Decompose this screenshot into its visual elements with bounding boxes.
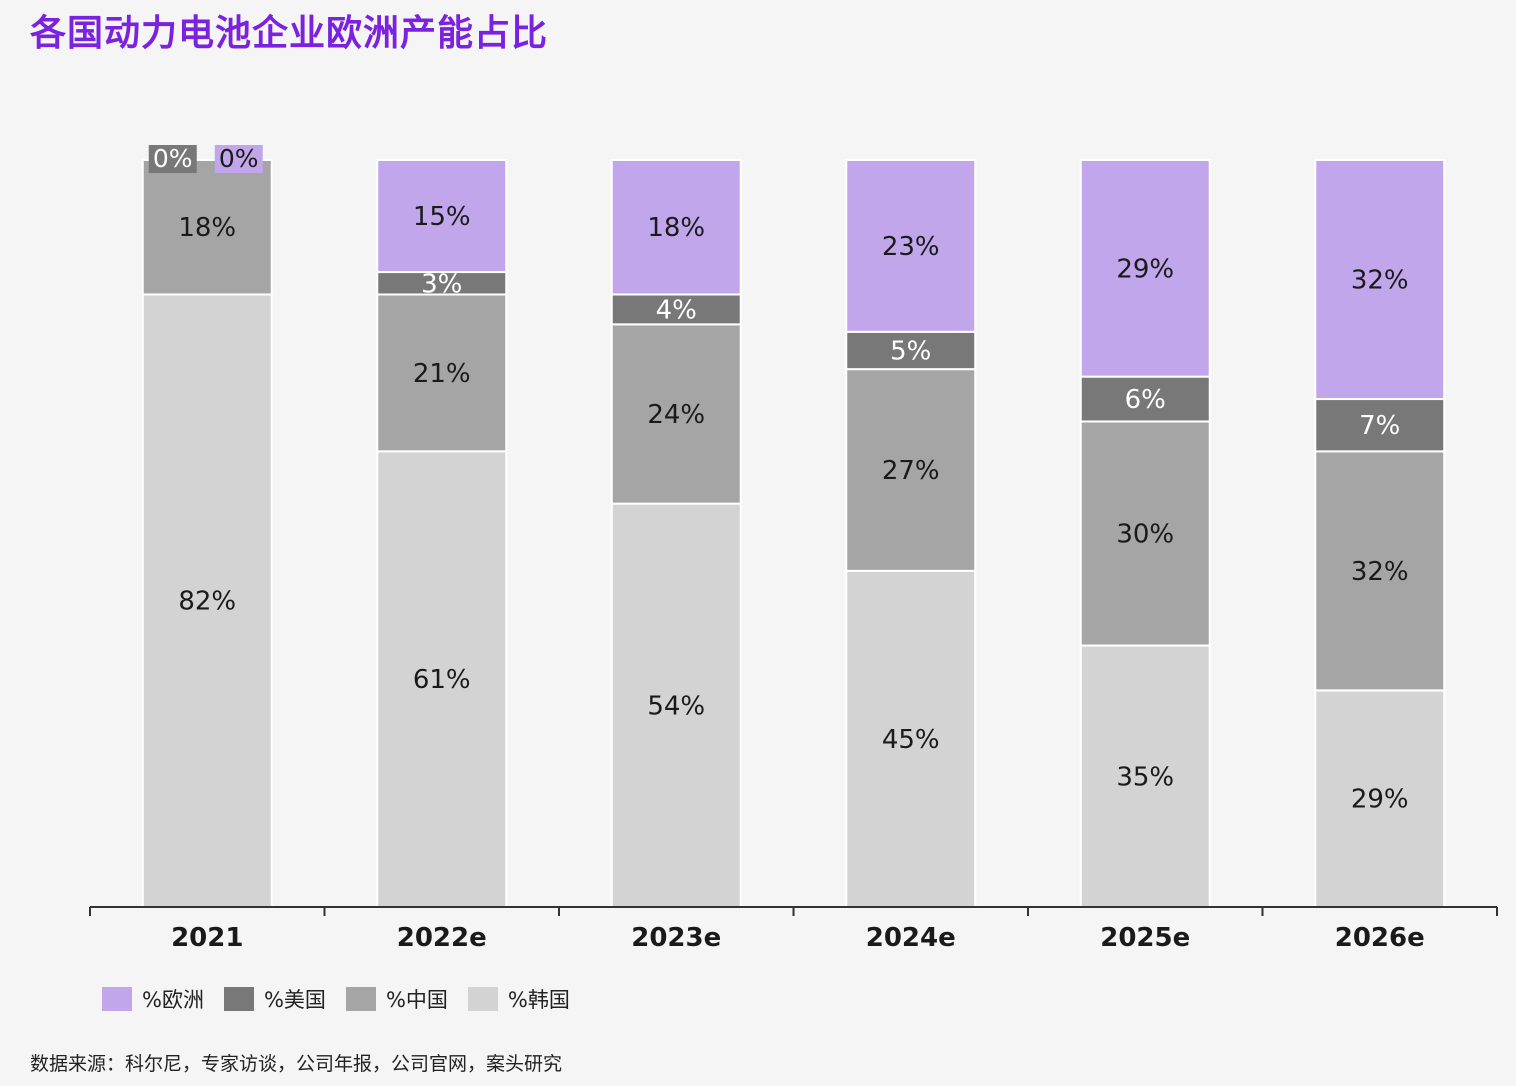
- legend-swatch-usa: [223, 987, 254, 1011]
- data-label-china-2025e: 30%: [1116, 520, 1174, 550]
- data-label-europe-2023e: 18%: [647, 213, 705, 243]
- legend-label-china: %中国: [385, 988, 448, 1012]
- data-label-korea-2026e: 29%: [1351, 785, 1409, 815]
- bar-china-2022e: [376, 293, 508, 453]
- data-label-europe-2022e: 15%: [413, 202, 471, 232]
- data-label-usa-2026e: 7%: [1359, 411, 1400, 441]
- legend-swatch-china: [345, 987, 376, 1011]
- bar-korea-2025e: [1079, 644, 1211, 908]
- data-label-europe-2021: 0%: [219, 144, 259, 173]
- bar-europe-2026e: [1314, 159, 1446, 401]
- x-tick-label-2025e: 2025e: [1100, 923, 1190, 953]
- legend-label-usa: %美国: [263, 988, 326, 1012]
- source-note: 数据来源：科尔尼，专家访谈，公司年报，公司官网，案头研究: [30, 1053, 563, 1075]
- bar-europe-2023e: [610, 159, 742, 296]
- data-label-europe-2025e: 29%: [1116, 254, 1174, 284]
- bar-china-2024e: [845, 368, 977, 572]
- bar-china-2021: [141, 159, 273, 296]
- data-label-usa-2021: 0%: [153, 144, 193, 173]
- data-label-korea-2022e: 61%: [413, 665, 471, 695]
- bar-korea-2021: [141, 293, 273, 908]
- bar-usa-2023e: [610, 293, 742, 326]
- zero-tag-usa-2021: [148, 145, 197, 173]
- data-label-china-2021: 18%: [178, 213, 236, 243]
- legend-swatch-korea: [467, 987, 498, 1011]
- bar-korea-2026e: [1314, 689, 1446, 908]
- legend-item-europe: %欧洲: [102, 984, 204, 1014]
- data-label-korea-2023e: 54%: [647, 691, 705, 721]
- data-label-europe-2026e: 32%: [1351, 266, 1409, 296]
- legend-label-europe: %欧洲: [142, 988, 204, 1012]
- data-label-usa-2023e: 4%: [656, 295, 697, 325]
- x-tick-label-2023e: 2023e: [631, 923, 721, 953]
- legend: %欧洲 %美国 %中国 %韩国: [102, 984, 570, 1014]
- data-label-china-2023e: 24%: [647, 400, 705, 430]
- bar-europe-2024e: [845, 159, 977, 333]
- x-tick-label-2021: 2021: [171, 923, 243, 953]
- bar-korea-2024e: [845, 569, 977, 908]
- data-label-korea-2025e: 35%: [1116, 762, 1174, 792]
- zero-tag-europe-2021: [214, 145, 263, 173]
- legend-item-usa: %美国: [223, 984, 326, 1014]
- bar-china-2025e: [1079, 420, 1211, 647]
- bar-usa-2024e: [845, 330, 977, 371]
- chart-title: 各国动力电池企业欧洲产能占比: [30, 13, 549, 54]
- x-tick-label-2026e: 2026e: [1335, 923, 1425, 953]
- bar-china-2023e: [610, 323, 742, 505]
- legend-item-korea: %韩国: [467, 984, 570, 1014]
- data-label-usa-2022e: 3%: [421, 269, 462, 299]
- bar-europe-2022e: [376, 159, 508, 274]
- x-tick-label-2024e: 2024e: [866, 923, 956, 953]
- data-label-china-2022e: 21%: [413, 359, 471, 389]
- legend-swatch-europe: [102, 987, 132, 1011]
- x-tick-label-2022e: 2022e: [397, 923, 487, 953]
- data-label-china-2026e: 32%: [1351, 557, 1409, 587]
- data-label-korea-2024e: 45%: [882, 725, 940, 755]
- bar-usa-2025e: [1079, 375, 1211, 423]
- legend-label-korea: %韩国: [507, 988, 570, 1012]
- data-label-usa-2024e: 5%: [890, 336, 931, 366]
- legend-item-china: %中国: [345, 984, 448, 1014]
- bar-europe-2025e: [1079, 159, 1211, 378]
- data-label-china-2024e: 27%: [882, 456, 940, 486]
- data-label-korea-2021: 82%: [178, 587, 236, 617]
- bar-china-2026e: [1314, 450, 1446, 692]
- data-label-europe-2024e: 23%: [882, 232, 940, 262]
- data-label-usa-2025e: 6%: [1125, 385, 1166, 415]
